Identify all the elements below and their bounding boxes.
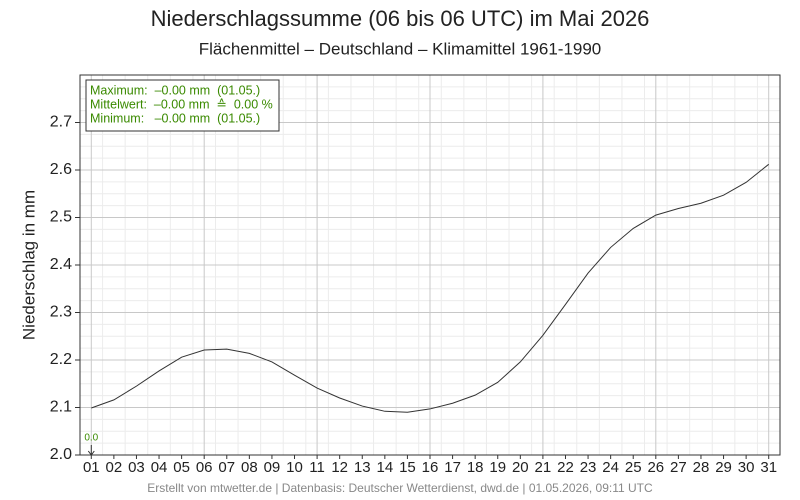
x-tick-label: 04 — [151, 459, 168, 476]
chart-subtitle: Flächenmittel – Deutschland – Klimamitte… — [199, 39, 602, 58]
y-tick-label: 2.1 — [50, 399, 72, 416]
y-tick-label: 2.2 — [50, 351, 72, 368]
x-tick-label: 07 — [218, 459, 235, 476]
x-tick-label: 14 — [376, 459, 393, 476]
y-tick-label: 2.7 — [50, 114, 72, 131]
info-line: Mittelwert: –0.00 mm ≙ 0.00 % — [90, 97, 273, 111]
x-tick-label: 24 — [602, 459, 619, 476]
y-tick-label: 2.0 — [50, 446, 72, 463]
x-tick-label: 29 — [715, 459, 732, 476]
x-tick-label: 01 — [83, 459, 100, 476]
x-tick-label: 16 — [422, 459, 439, 476]
chart-title: Niederschlagssumme (06 bis 06 UTC) im Ma… — [151, 6, 650, 31]
y-tick-label: 2.6 — [50, 161, 72, 178]
x-tick-label: 21 — [535, 459, 552, 476]
marker-arrow — [87, 445, 95, 456]
info-line: Minimum: –0.00 mm (01.05.) — [90, 111, 260, 125]
y-tick-label: 2.3 — [50, 304, 72, 321]
line — [91, 163, 770, 413]
y-tick-label: 2.4 — [50, 256, 72, 273]
x-tick-label: 27 — [670, 459, 687, 476]
x-tick-label: 26 — [647, 459, 664, 476]
x-tick-label: 17 — [444, 459, 461, 476]
x-tick-label: 08 — [241, 459, 258, 476]
x-tick-label: 18 — [467, 459, 484, 476]
x-tick-label: 12 — [331, 459, 348, 476]
x-tick-label: 06 — [196, 459, 213, 476]
x-tick-label: 05 — [173, 459, 190, 476]
x-tick-label: 31 — [760, 459, 777, 476]
info-line: Maximum: –0.00 mm (01.05.) — [90, 83, 260, 97]
footer: Erstellt von mtwetter.de | Datenbasis: D… — [147, 481, 653, 495]
x-tick-label: 02 — [106, 459, 123, 476]
x-tick-label: 15 — [399, 459, 416, 476]
x-tick-label: 03 — [128, 459, 145, 476]
x-tick-label: 25 — [625, 459, 642, 476]
x-tick-label: 20 — [512, 459, 529, 476]
x-tick-label: 19 — [489, 459, 506, 476]
x-tick-label: 13 — [354, 459, 371, 476]
y-axis-label: Niederschlag in mm — [19, 190, 38, 340]
x-tick-label: 22 — [557, 459, 574, 476]
info-box: Maximum: –0.00 mm (01.05.)Mittelwert: –0… — [85, 79, 280, 132]
x-tick-label: 09 — [264, 459, 281, 476]
marker-label: 0.0 — [84, 433, 98, 444]
x-tick-label: 11 — [309, 459, 325, 476]
x-tick-label: 30 — [738, 459, 755, 476]
plot-frame — [79, 74, 781, 456]
y-tick-label: 2.5 — [50, 209, 72, 226]
x-tick-label: 28 — [693, 459, 710, 476]
x-tick-label: 23 — [580, 459, 597, 476]
info-box-frame — [85, 79, 280, 132]
x-tick-label: 10 — [286, 459, 303, 476]
